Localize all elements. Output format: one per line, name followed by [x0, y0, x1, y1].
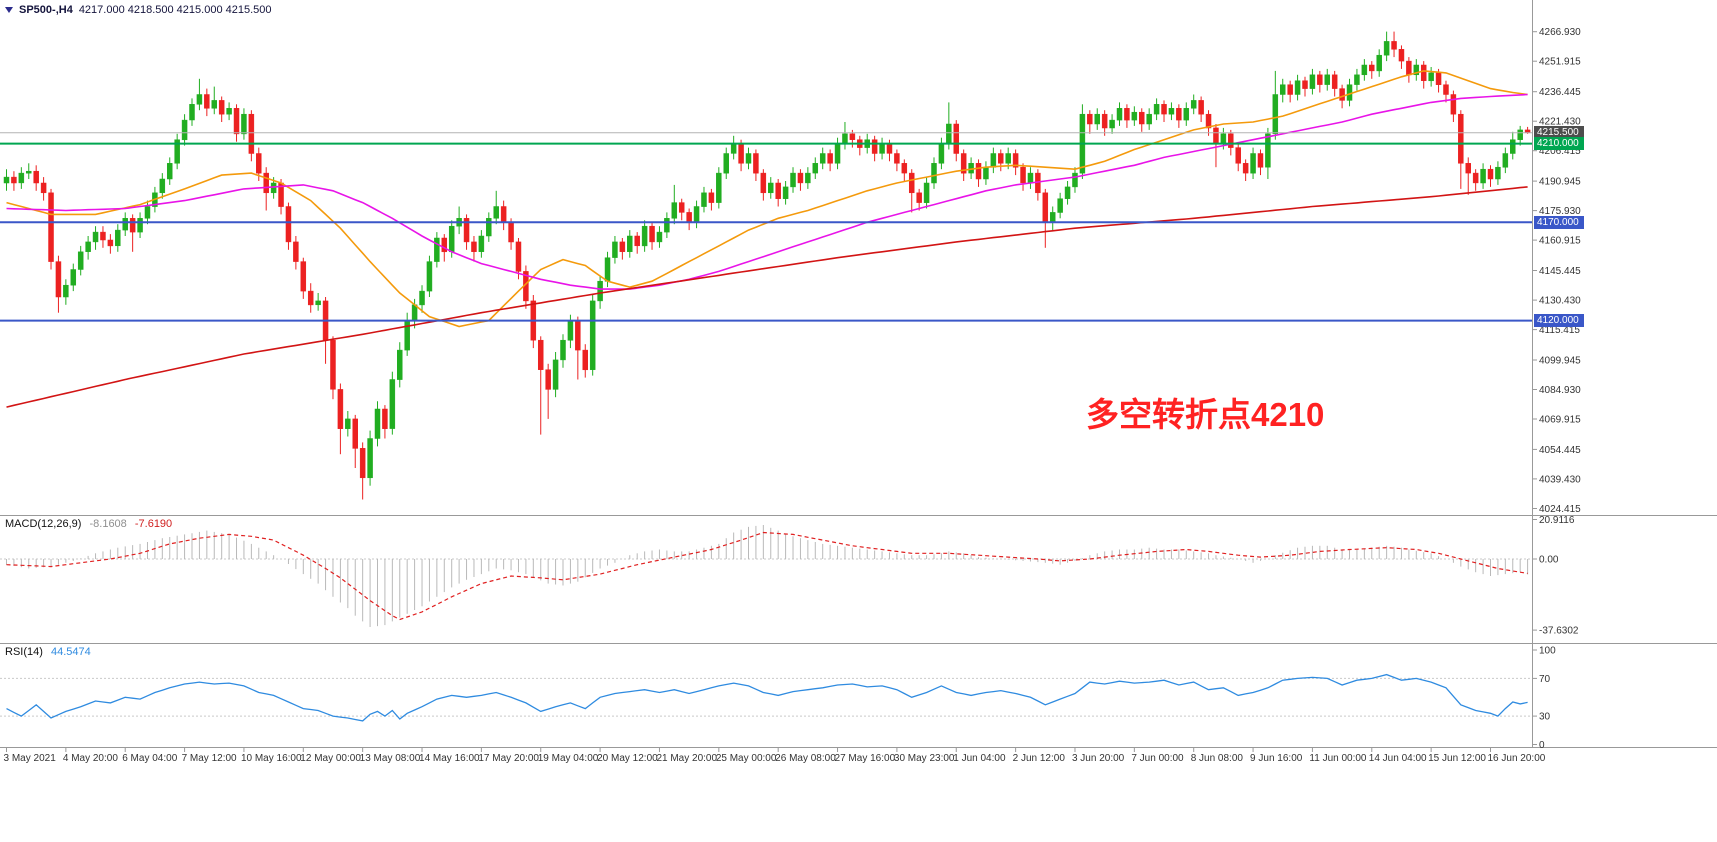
time-scale-label: 16 Jun 20:00: [1488, 753, 1546, 764]
time-scale-label: 8 Jun 08:00: [1191, 753, 1244, 764]
level-4210-tag: 4210.000: [1534, 137, 1584, 151]
time-scale-label: 15 Jun 12:00: [1428, 753, 1486, 764]
price-scale-label: 4251.915: [1539, 57, 1581, 68]
rsi-scale-label: 70: [1539, 674, 1551, 685]
price-scale-label: 4145.445: [1539, 266, 1581, 277]
price-scale-label: 4069.915: [1539, 415, 1581, 426]
ohlc-values: 4217.000 4218.500 4215.000 4215.500: [78, 4, 272, 16]
macd-signal-line: [6, 531, 1528, 621]
price-scale-label: 4024.415: [1539, 504, 1581, 515]
time-scale-label: 10 May 16:00: [241, 753, 302, 764]
annotation-text: 多空转折点4210: [1086, 396, 1325, 433]
price-scale-label: 4266.930: [1539, 27, 1581, 38]
price-scale-label: 4190.945: [1539, 177, 1581, 188]
time-scale-label: 3 May 2021: [4, 753, 57, 764]
time-scale-label: 9 Jun 16:00: [1250, 753, 1303, 764]
time-scale-label: 26 May 08:00: [775, 753, 836, 764]
price-scale-label: 4084.930: [1539, 385, 1581, 396]
macd-scale-label: 20.9116: [1539, 515, 1575, 526]
time-scale-label: 30 May 23:00: [894, 753, 955, 764]
time-scale-label: 3 Jun 20:00: [1072, 753, 1125, 764]
time-scale-label: 7 Jun 00:00: [1131, 753, 1184, 764]
ma-slow-red: [6, 186, 1528, 408]
macd-scale-label: 0.00: [1539, 555, 1559, 566]
price-scale-label: 4221.430: [1539, 117, 1581, 128]
rsi-line: [6, 673, 1528, 722]
current-price-tag: 4215.500: [1534, 126, 1584, 140]
time-scale-label: 1 Jun 04:00: [953, 753, 1006, 764]
time-scale-label: 13 May 08:00: [360, 753, 421, 764]
price-scale-label: 4039.430: [1539, 474, 1581, 485]
time-scale[interactable]: 3 May 2021 4 May 20:00 6 May 04:00 7 May 12…: [4, 747, 1546, 765]
price-scale[interactable]: 4266.930 4251.915 4236.445 4221.430 4206.415…: [1532, 27, 1582, 515]
symbol-marker-icon: [5, 7, 13, 13]
time-scale-label: 6 May 04:00: [122, 753, 177, 764]
rsi-scale-label: 0: [1539, 740, 1545, 751]
rsi-scale-label: 30: [1539, 712, 1551, 723]
time-scale-label: 14 May 16:00: [419, 753, 480, 764]
rsi-scale-label: 100: [1539, 646, 1556, 657]
time-scale-label: 4 May 20:00: [63, 753, 118, 764]
price-scale-label: 4175.930: [1539, 206, 1581, 217]
macd-panel-label: MACD(12,26,9) -8.1608 -7.6190: [5, 518, 172, 530]
price-scale-label: 4130.430: [1539, 296, 1581, 307]
time-scale-label: 17 May 20:00: [478, 753, 539, 764]
time-scale-label: 20 May 12:00: [597, 753, 658, 764]
rsi-panel-label: RSI(14) 44.5474: [5, 646, 91, 658]
price-scale-label: 4115.415: [1539, 325, 1580, 336]
level-4120-tag: 4120.000: [1534, 314, 1584, 328]
time-scale-label: 2 Jun 12:00: [1013, 753, 1066, 764]
macd-main-value: -8.1608: [89, 518, 127, 530]
time-scale-label: 21 May 20:00: [656, 753, 717, 764]
time-scale-label: 25 May 00:00: [716, 753, 777, 764]
rsi-indicator-label: RSI(14): [5, 646, 43, 658]
time-scale-label: 7 May 12:00: [182, 753, 237, 764]
ma-mid-magenta: [6, 93, 1528, 290]
ohlc-readout: SP500-,H4 4217.000 4218.500 4215.000 421…: [5, 4, 272, 16]
time-scale-label: 19 May 04:00: [538, 753, 599, 764]
level-4170-tag: 4170.000: [1534, 215, 1584, 229]
macd-scale-label: -37.6302: [1539, 626, 1579, 637]
rsi-value: 44.5474: [50, 646, 91, 658]
price-scale-label: 4206.415: [1539, 146, 1581, 157]
time-scale-label: 27 May 16:00: [835, 753, 896, 764]
price-scale-label: 4054.445: [1539, 445, 1581, 456]
time-scale-label: 12 May 00:00: [300, 753, 361, 764]
macd-histogram: [6, 525, 1529, 627]
macd-signal-value: -7.6190: [134, 518, 173, 530]
price-scale-label: 4160.915: [1539, 236, 1581, 247]
time-scale-label: 14 Jun 04:00: [1369, 753, 1427, 764]
time-scale-label: 11 Jun 00:00: [1309, 753, 1367, 764]
symbol-timeframe-label: SP500-,H4: [19, 4, 73, 16]
price-scale-label: 4099.945: [1539, 356, 1581, 367]
macd-indicator-label: MACD(12,26,9): [5, 518, 82, 530]
price-scale-label: 4236.445: [1539, 87, 1581, 98]
